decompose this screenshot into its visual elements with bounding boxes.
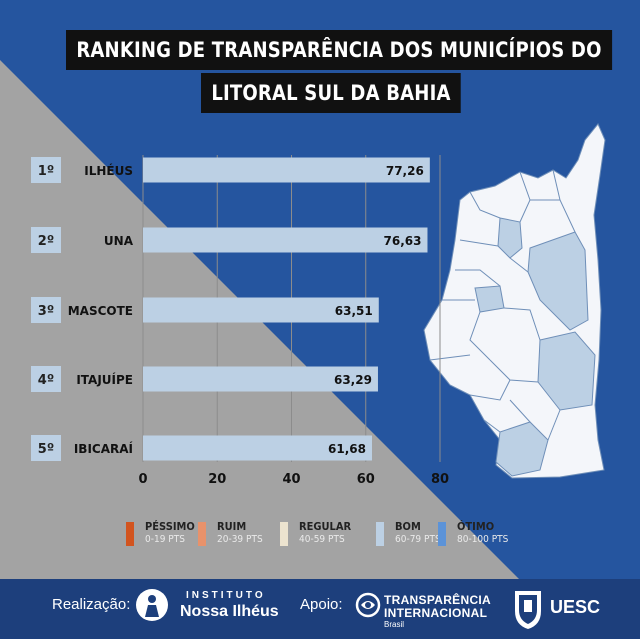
legend-label: BOM bbox=[395, 520, 421, 533]
rank-label: 2º bbox=[38, 234, 54, 249]
bar bbox=[143, 227, 428, 253]
bar bbox=[143, 366, 378, 392]
bahia-south-coast-map bbox=[423, 123, 606, 479]
bar bbox=[143, 157, 430, 183]
legend-label: ÓTIMO bbox=[457, 520, 495, 533]
legend-label: REGULAR bbox=[299, 520, 352, 533]
legend-range: 60-79 PTS bbox=[395, 534, 441, 545]
legend-range: 0-19 PTS bbox=[145, 534, 185, 545]
legend-label: PÉSSIMO bbox=[145, 520, 195, 533]
value-label: 63,29 bbox=[334, 373, 372, 387]
value-label: 77,26 bbox=[386, 164, 424, 178]
instituto-label: INSTITUTO bbox=[186, 590, 266, 601]
bar bbox=[143, 297, 379, 323]
bar bbox=[143, 435, 372, 461]
uesc-shield-icon bbox=[515, 591, 541, 629]
category-label: MASCOTE bbox=[68, 304, 133, 318]
x-tick-label: 20 bbox=[208, 472, 226, 487]
rank-box bbox=[31, 297, 61, 323]
rank-label: 4º bbox=[38, 373, 54, 388]
category-label: IBICARAÍ bbox=[74, 441, 134, 456]
legend-swatch bbox=[280, 522, 288, 546]
rank-box bbox=[31, 157, 61, 183]
category-label: ITAJUÍPE bbox=[76, 372, 133, 387]
apoio-label: Apoio: bbox=[300, 596, 343, 613]
title-line-1: RANKING DE TRANSPARÊNCIA DOS MUNICÍPIOS … bbox=[66, 30, 612, 70]
rank-box bbox=[31, 227, 61, 253]
instituto-logo-icon bbox=[136, 589, 168, 621]
value-label: 63,51 bbox=[335, 304, 373, 318]
value-label: 76,63 bbox=[384, 234, 422, 248]
legend-swatch bbox=[376, 522, 384, 546]
title-line-2: LITORAL SUL DA BAHIA bbox=[201, 73, 461, 113]
legend-label: RUIM bbox=[217, 520, 247, 533]
value-label: 61,68 bbox=[328, 442, 366, 456]
realizacao-label: Realização: bbox=[52, 596, 131, 613]
rank-box bbox=[31, 366, 61, 392]
x-tick-label: 60 bbox=[357, 472, 375, 487]
x-tick-label: 80 bbox=[431, 472, 449, 487]
bar-chart: 1º ILHÉUS 77,26 2º UNA 76,63 3º MASCOTE 63,51 4º I… bbox=[31, 155, 449, 487]
x-tick-label: 0 bbox=[138, 472, 147, 487]
legend-swatch bbox=[126, 522, 134, 546]
footer: Realização: INSTITUTO Nossa Ilhéus Apoio… bbox=[0, 579, 640, 639]
uesc-name: UESC bbox=[550, 597, 601, 617]
rank-box bbox=[31, 435, 61, 461]
rank-label: 1º bbox=[38, 164, 54, 179]
category-label: ILHÉUS bbox=[84, 163, 133, 178]
transparencia-name-1: TRANSPARÊNCIA bbox=[384, 593, 492, 607]
rank-label: 5º bbox=[38, 442, 54, 457]
category-label: UNA bbox=[104, 234, 134, 248]
x-tick-label: 40 bbox=[282, 472, 300, 487]
transparencia-logo-icon bbox=[355, 592, 381, 618]
transparencia-country: Brasil bbox=[384, 620, 405, 629]
legend-range: 20-39 PTS bbox=[217, 534, 263, 545]
instituto-name: Nossa Ilhéus bbox=[180, 603, 279, 620]
legend-swatch bbox=[438, 522, 446, 546]
legend-range: 80-100 PTS bbox=[457, 534, 509, 545]
rank-label: 3º bbox=[38, 304, 54, 319]
legend-range: 40-59 PTS bbox=[299, 534, 345, 545]
transparencia-name-2: INTERNACIONAL bbox=[384, 606, 488, 620]
legend-swatch bbox=[198, 522, 206, 546]
